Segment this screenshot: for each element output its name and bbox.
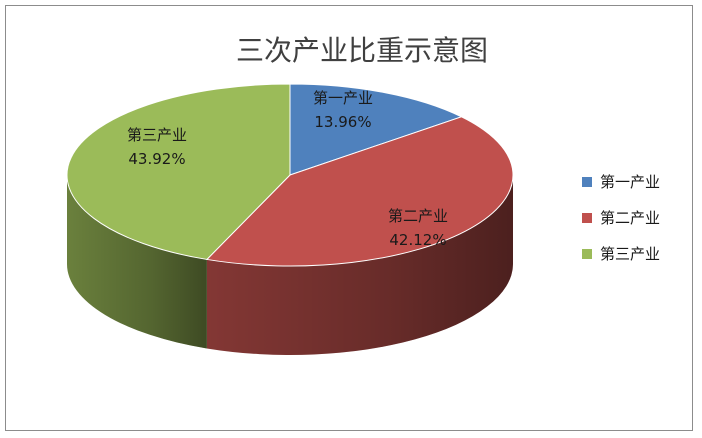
pie-side-2: [206, 175, 514, 355]
slice-value-3: 43.92%: [128, 150, 185, 168]
pie-slices: [66, 83, 514, 267]
slice-label-1: 第一产业: [313, 89, 373, 107]
slice-label-2: 第二产业: [388, 207, 448, 225]
legend-swatch-3: [582, 249, 592, 259]
pie-sides: [67, 175, 514, 355]
slice-labels: 第一产业 13.96% 第二产业 42.12% 第三产业 43.92%: [127, 89, 448, 249]
legend-label-3: 第三产业: [600, 245, 660, 263]
pie-side-3: [67, 175, 207, 349]
legend-label-1: 第一产业: [600, 173, 660, 191]
slice-label-3: 第三产业: [127, 126, 187, 144]
slice-value-1: 13.96%: [314, 113, 371, 131]
slice-value-2: 42.12%: [389, 231, 446, 249]
legend-label-2: 第二产业: [600, 209, 660, 227]
pie-slice-2: [205, 116, 514, 267]
chart-title: 三次产业比重示意图: [236, 34, 488, 67]
pie-slice-3: [66, 83, 291, 260]
legend-swatch-2: [582, 213, 592, 223]
legend-swatch-1: [582, 177, 592, 187]
pie-slice-1: [289, 83, 463, 176]
